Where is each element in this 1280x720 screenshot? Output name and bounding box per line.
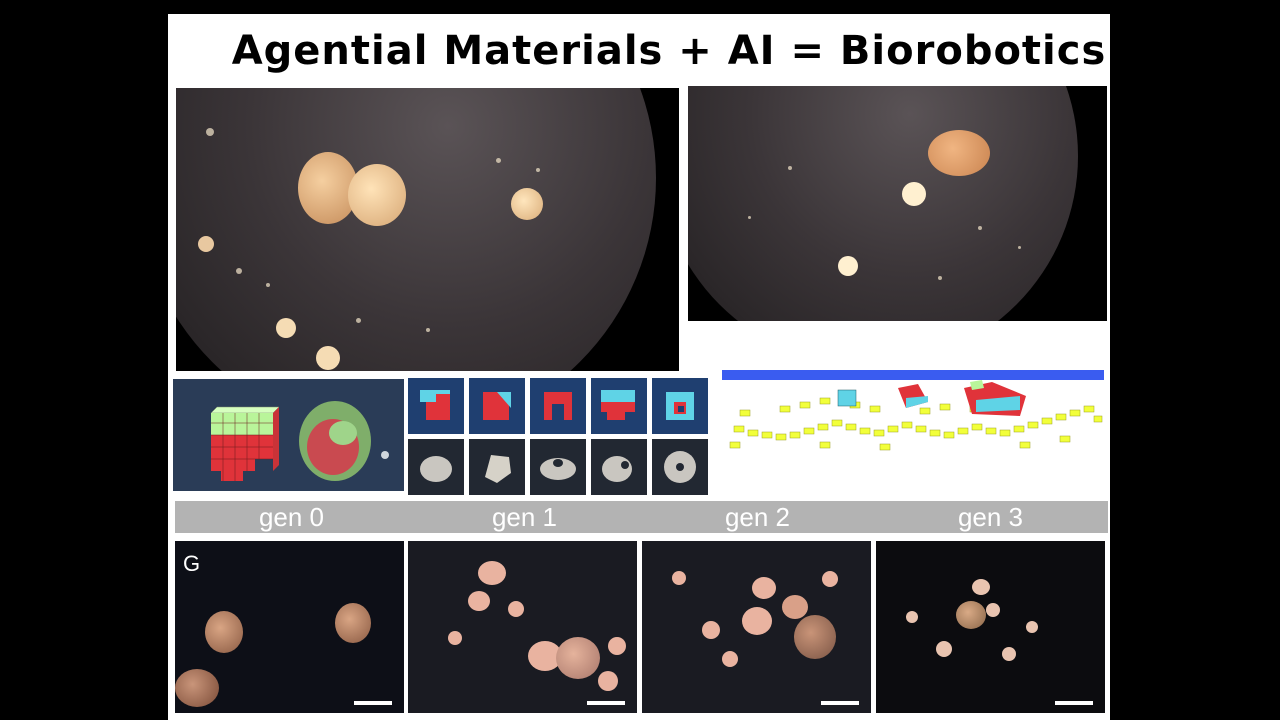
voxel-design-panel	[173, 379, 404, 491]
gen-label-2: gen 2	[724, 502, 791, 532]
panel-letter: G	[183, 551, 201, 576]
dish-gen-2	[642, 541, 871, 713]
swarm-simulation	[720, 366, 1104, 466]
organism-tile	[530, 439, 586, 495]
slide: Agential Materials + AI = Biorobotics	[168, 14, 1110, 720]
dish-gen-1	[408, 541, 637, 713]
slide-title: Agential Materials + AI = Biorobotics	[231, 28, 1107, 74]
gen-label-1: gen 1	[491, 502, 558, 532]
microscope-view-right	[688, 86, 1107, 321]
design-tile	[469, 378, 525, 434]
design-tile	[530, 378, 586, 434]
design-tile	[652, 378, 708, 434]
dish-gen-3	[876, 541, 1105, 713]
scale-bar	[354, 701, 392, 705]
organism-tile	[469, 439, 525, 495]
scale-bar	[821, 701, 859, 705]
evolved-designs-grid	[408, 378, 710, 496]
voxel-design-illustration	[210, 401, 389, 481]
organism-tile	[408, 439, 464, 495]
organism-tile	[591, 439, 647, 495]
organism-tile	[652, 439, 708, 495]
gen-label-0: gen 0	[258, 502, 325, 532]
microscope-view-left	[176, 88, 679, 371]
generation-bar: gen 0 gen 1 gen 2 gen 3	[175, 501, 1108, 533]
design-tile	[591, 378, 647, 434]
scale-bar	[1055, 701, 1093, 705]
design-tile	[408, 378, 464, 434]
gen-label-3: gen 3	[957, 502, 1024, 532]
dish-gen-0: G	[175, 541, 404, 713]
scale-bar	[587, 701, 625, 705]
